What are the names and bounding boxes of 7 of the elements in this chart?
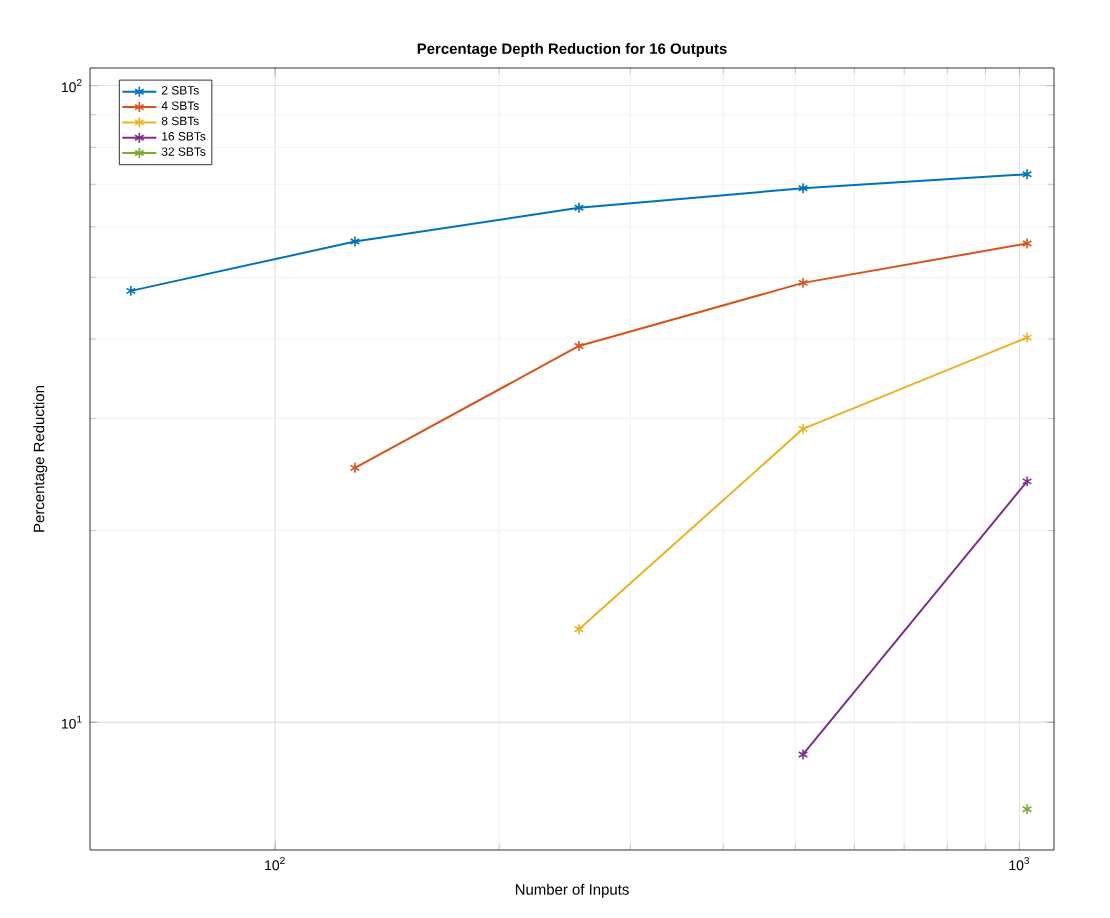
point <box>573 201 585 214</box>
point <box>349 235 361 248</box>
point <box>797 182 809 195</box>
point <box>573 340 585 352</box>
point <box>797 277 809 289</box>
point <box>797 423 809 435</box>
point <box>1021 803 1033 816</box>
